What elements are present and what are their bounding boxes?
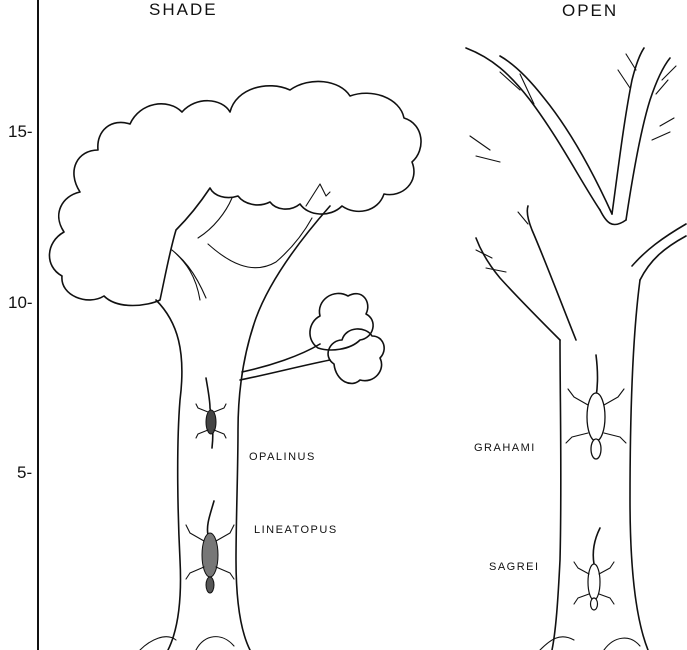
grahami-label: GRAHAMI bbox=[474, 442, 536, 454]
open-branch-upper-right bbox=[611, 47, 645, 215]
shade-branch-3 bbox=[197, 197, 233, 239]
sagrei-lizard bbox=[573, 527, 615, 611]
open-fork bbox=[599, 209, 627, 226]
open-branch-upper-left bbox=[465, 47, 601, 211]
shade-trunk bbox=[155, 299, 183, 650]
shade-side-branch bbox=[239, 343, 331, 381]
shade-small-canopy-2 bbox=[327, 328, 385, 385]
open-branch-lower-left bbox=[475, 237, 561, 341]
shade-trunk-right bbox=[235, 205, 331, 650]
open-branch-upper-left-2 bbox=[499, 55, 613, 215]
shade-branch-2 bbox=[207, 217, 313, 269]
lineatopus-label: LINEATOPUS bbox=[254, 524, 338, 536]
open-tree bbox=[465, 47, 687, 650]
shade-branch-1 bbox=[171, 249, 207, 301]
open-header: OPEN bbox=[562, 1, 619, 20]
shade-canopy bbox=[48, 80, 422, 307]
shade-branch-4 bbox=[305, 183, 331, 207]
opalinus-label: OPALINUS bbox=[249, 451, 316, 463]
shade-header: SHADE bbox=[149, 0, 218, 19]
tick-label-15: 15- bbox=[8, 122, 33, 141]
open-trunk-right bbox=[629, 279, 649, 650]
tick-label-10: 10- bbox=[8, 293, 33, 312]
open-trunk-left bbox=[551, 339, 562, 650]
opalinus-lizard bbox=[195, 377, 227, 449]
grahami-lizard bbox=[565, 354, 627, 460]
shade-small-canopy-1 bbox=[309, 292, 374, 351]
tick-label-5: 5- bbox=[17, 463, 33, 482]
sagrei-label: SAGREI bbox=[489, 561, 540, 573]
shade-tree bbox=[48, 80, 422, 650]
open-roots bbox=[539, 636, 641, 650]
open-right-branch bbox=[631, 223, 687, 281]
open-twigs bbox=[469, 53, 677, 273]
open-branch-lower-left-2 bbox=[526, 205, 577, 341]
lineatopus-lizard bbox=[185, 500, 235, 594]
shade-roots bbox=[139, 636, 235, 650]
open-branch-upper-right-2 bbox=[625, 57, 671, 221]
